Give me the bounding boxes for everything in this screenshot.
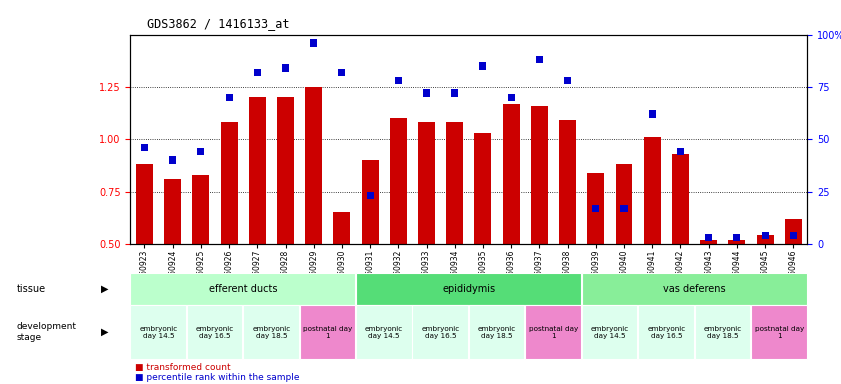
Bar	[536, 56, 543, 63]
Bar	[198, 148, 204, 156]
Bar	[621, 205, 627, 212]
Bar	[479, 62, 486, 70]
Bar	[592, 205, 600, 212]
Text: embryonic
day 14.5: embryonic day 14.5	[140, 326, 177, 339]
Text: embryonic
day 18.5: embryonic day 18.5	[478, 326, 516, 339]
Bar	[225, 94, 233, 101]
Text: embryonic
day 14.5: embryonic day 14.5	[365, 326, 404, 339]
Bar	[648, 111, 656, 118]
Text: postnatal day
1: postnatal day 1	[529, 326, 578, 339]
Bar	[452, 89, 458, 97]
Bar	[310, 39, 317, 46]
Bar	[193, 175, 209, 244]
Bar	[249, 98, 266, 244]
Text: efferent ducts: efferent ducts	[209, 284, 278, 294]
Bar	[282, 65, 289, 72]
Bar	[559, 120, 576, 244]
Bar	[564, 77, 571, 84]
Bar	[169, 156, 177, 164]
Bar	[785, 219, 801, 244]
Bar	[338, 69, 346, 76]
Bar	[728, 240, 745, 244]
Bar	[616, 164, 632, 244]
Bar	[394, 77, 402, 84]
Bar	[254, 69, 261, 76]
Bar	[531, 106, 547, 244]
Bar	[701, 240, 717, 244]
Bar	[587, 173, 604, 244]
Bar	[423, 89, 430, 97]
Bar	[164, 179, 181, 244]
Text: epididymis: epididymis	[442, 284, 495, 294]
Text: postnatal day
1: postnatal day 1	[304, 326, 352, 339]
Bar	[790, 232, 796, 239]
Bar	[141, 144, 148, 151]
Text: ▶: ▶	[102, 284, 108, 294]
Text: tissue: tissue	[17, 284, 46, 294]
Bar	[672, 154, 689, 244]
Text: ■ percentile rank within the sample: ■ percentile rank within the sample	[135, 372, 299, 382]
Text: vas deferens: vas deferens	[664, 284, 726, 294]
Bar	[390, 118, 407, 244]
Text: embryonic
day 14.5: embryonic day 14.5	[590, 326, 629, 339]
Bar	[643, 137, 661, 244]
Bar	[757, 235, 774, 244]
Text: postnatal day
1: postnatal day 1	[754, 326, 804, 339]
Text: embryonic
day 16.5: embryonic day 16.5	[196, 326, 234, 339]
Bar	[677, 148, 684, 156]
Bar	[367, 192, 373, 199]
Bar	[761, 232, 769, 239]
Text: ■ transformed count: ■ transformed count	[135, 363, 230, 372]
Text: embryonic
day 18.5: embryonic day 18.5	[252, 326, 290, 339]
Text: development
stage: development stage	[17, 323, 77, 342]
Bar	[474, 133, 491, 244]
Bar	[305, 87, 322, 244]
Bar	[136, 164, 153, 244]
Text: embryonic
day 16.5: embryonic day 16.5	[421, 326, 460, 339]
Bar	[277, 98, 294, 244]
Text: embryonic
day 18.5: embryonic day 18.5	[704, 326, 742, 339]
Bar	[508, 94, 515, 101]
Bar	[447, 122, 463, 244]
Bar	[503, 104, 520, 244]
Bar	[733, 234, 740, 241]
Text: ▶: ▶	[102, 327, 108, 337]
Bar	[362, 160, 378, 244]
Bar	[705, 234, 712, 241]
Text: GDS3862 / 1416133_at: GDS3862 / 1416133_at	[147, 17, 289, 30]
Bar	[418, 122, 435, 244]
Text: embryonic
day 16.5: embryonic day 16.5	[648, 326, 685, 339]
Bar	[220, 122, 237, 244]
Bar	[333, 212, 351, 244]
